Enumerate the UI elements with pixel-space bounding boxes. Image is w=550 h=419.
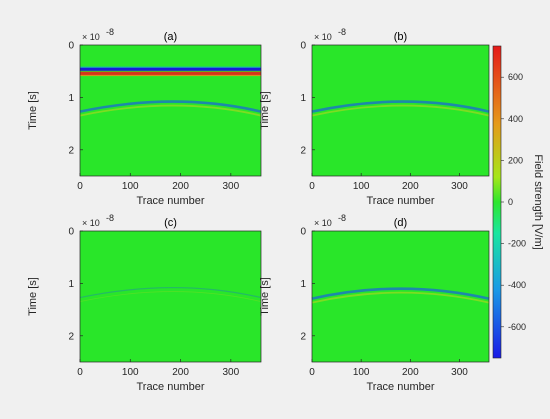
reflection-hyperbola-echo [79,291,262,303]
colorbar: 600 400 200 0 -200 -400 -600 Field strength [V… [492,45,544,359]
y-tick-label: 0 [300,227,306,238]
y-exponent-power: -8 [106,27,114,37]
y-exponent-power: -8 [338,213,346,223]
y-tick-label: 1 [68,93,74,104]
x-tick-label: 200 [172,367,189,378]
plot-frame [311,230,490,363]
panel-b: 0 100 200 300 0 1 2 × 10 -8 (b) Trace number Time [… [259,27,490,207]
plot-area [80,231,261,362]
y-tick-label: 0 [68,227,74,238]
x-tick-label: 200 [402,181,419,192]
colorbar-label: Field strength [V/m] [532,154,544,249]
x-tick-label: 0 [309,181,315,192]
x-tick-label: 300 [222,367,239,378]
panel-c: 0 100 200 300 0 1 2 × 10 -8 (c) Trace number Time [… [27,213,262,393]
y-axis-label: Time [s] [27,277,39,316]
colorbar-scale [492,45,502,359]
y-tick-label: 1 [300,279,306,290]
x-tick-label: 300 [222,181,239,192]
x-axis-label: Trace number [136,195,204,207]
x-axis-label: Trace number [366,195,434,207]
x-tick-label: 300 [451,181,468,192]
colorbar-tick-label: 400 [508,114,523,124]
colorbar-tick-label: -200 [508,239,526,249]
x-tick-label: 300 [451,367,468,378]
x-tick-label: 100 [353,367,370,378]
panel-d: 0 100 200 300 0 1 2 × 10 -8 (d) Trace number Time [… [259,213,490,393]
y-exponent-power: -8 [338,27,346,37]
panel-title: (c) [164,217,177,229]
panel-title: (d) [394,217,407,229]
x-tick-label: 200 [172,181,189,192]
y-tick-label: 2 [300,145,306,156]
y-axis-label: Time [s] [259,91,271,130]
plot-frame [79,230,262,363]
x-tick-label: 100 [122,181,139,192]
y-exponent: × 10 [82,218,100,228]
reflection-hyperbola-echo [79,104,262,117]
y-axis-label: Time [s] [27,91,39,130]
y-tick-label: 1 [68,279,74,290]
plot-area [312,231,489,362]
plot-frame [79,44,262,177]
panel-title: (a) [164,31,177,43]
x-tick-label: 200 [402,367,419,378]
y-exponent-power: -8 [106,213,114,223]
reflection-hyperbola [79,100,262,113]
x-tick-label: 0 [309,367,315,378]
y-exponent: × 10 [314,32,332,42]
direct-wave-band [80,65,261,77]
colorbar-tick-label: 200 [508,155,523,165]
x-tick-label: 0 [77,181,83,192]
reflection-hyperbola [79,286,262,299]
reflection-hyperbola-echo [311,104,490,117]
x-axis-label: Trace number [366,381,434,393]
y-tick-label: 1 [300,93,306,104]
y-tick-label: 0 [300,41,306,52]
y-axis-label: Time [s] [259,277,271,316]
reflection-hyperbola-echo [311,291,490,304]
colorbar-tick-label: 0 [508,197,513,207]
x-tick-label: 0 [77,367,83,378]
x-tick-label: 100 [122,367,139,378]
panel-title: (b) [394,31,407,43]
y-tick-label: 2 [300,331,306,342]
reflection-hyperbola [311,287,490,300]
x-axis-label: Trace number [136,381,204,393]
y-tick-label: 0 [68,41,74,52]
y-exponent: × 10 [314,218,332,228]
y-tick-label: 2 [68,331,74,342]
colorbar-tick-label: -600 [508,322,526,332]
reflection-hyperbola [311,100,490,113]
x-tick-label: 100 [353,181,370,192]
panel-a: 0 100 200 300 0 1 2 × 10 -8 (a) Trace number Time [… [27,27,262,207]
y-tick-label: 2 [68,145,74,156]
plot-frame [311,44,490,177]
y-exponent: × 10 [82,32,100,42]
colorbar-tick-label: -400 [508,280,526,290]
colorbar-tick-label: 600 [508,72,523,82]
